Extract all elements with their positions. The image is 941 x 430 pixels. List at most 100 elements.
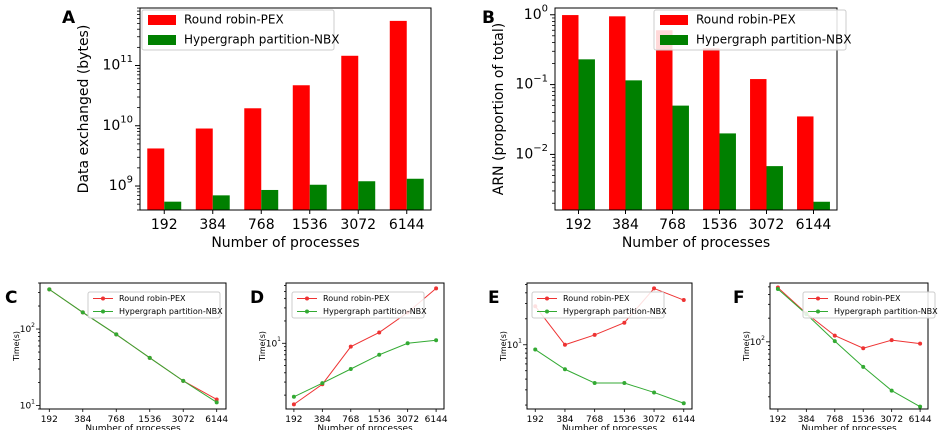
y-tick-label: 1011 — [102, 54, 133, 73]
point-hypergraph — [775, 286, 780, 291]
bar-round-robin — [389, 20, 407, 210]
legend-item: Hypergraph partition-NBX — [297, 307, 427, 316]
point-hypergraph — [681, 401, 686, 406]
legend-box — [141, 9, 335, 51]
legend-item: Round robin-PEX — [660, 13, 796, 27]
legend-label: Round robin-PEX — [696, 13, 796, 27]
axes-frame — [769, 282, 929, 410]
bar-hypergraph — [358, 181, 376, 210]
legend-item: Round robin-PEX — [93, 294, 186, 303]
bar-hypergraph — [719, 133, 736, 210]
legend-item: Round robin-PEX — [808, 294, 901, 303]
bar-hypergraph — [406, 178, 424, 210]
legend-item: Hypergraph partition-NBX — [93, 307, 223, 316]
legend-label: Hypergraph partition-NBX — [834, 307, 938, 316]
x-tick-label: 768 — [248, 217, 275, 233]
point-round-robin — [861, 346, 866, 351]
bar-round-robin — [292, 85, 310, 210]
panel-letter: C — [5, 288, 17, 308]
x-tick-label: 6144 — [796, 217, 832, 233]
y-tick-label: 101 — [507, 337, 522, 350]
bar-round-robin — [750, 79, 767, 210]
legend-label: Round robin-PEX — [323, 294, 390, 303]
point-hypergraph — [652, 390, 657, 395]
bar-round-robin — [703, 48, 720, 211]
x-tick-label: 192 — [41, 415, 58, 425]
x-tick-label: 1536 — [852, 415, 875, 425]
x-tick-label: 1536 — [613, 415, 636, 425]
bar-round-robin — [609, 16, 626, 210]
bar-round-robin — [195, 128, 213, 210]
point-hypergraph — [405, 341, 410, 346]
x-tick-label: 1536 — [702, 217, 738, 233]
bar-hypergraph — [309, 184, 327, 210]
legend-marker — [305, 309, 309, 314]
point-round-robin — [652, 286, 657, 291]
x-tick-label: 6144 — [389, 217, 425, 233]
point-round-robin — [832, 333, 837, 338]
point-hypergraph — [214, 400, 219, 405]
x-tick-label: 768 — [826, 415, 843, 425]
chart-panel-D: D 192 384 768 1536 3072 6144 101 Number of proce… — [250, 282, 448, 430]
series-line-hypergraph — [293, 339, 437, 398]
legend-marker — [305, 296, 309, 301]
y-axis-label: Data exchanged (bytes) — [76, 25, 92, 194]
point-hypergraph — [147, 355, 152, 360]
point-hypergraph — [622, 381, 627, 386]
legend-item: Hypergraph partition-NBX — [537, 307, 667, 316]
point-hypergraph — [181, 378, 186, 383]
x-tick-label: 384 — [798, 415, 815, 425]
point-round-robin — [562, 342, 567, 347]
y-tick-label: 109 — [109, 175, 133, 194]
point-hypergraph — [47, 287, 52, 292]
legend-box — [531, 291, 665, 319]
panel-letter: F — [733, 288, 745, 308]
legend-swatch — [660, 15, 688, 25]
x-axis-label: Number of processes — [211, 235, 359, 251]
axes-frame — [285, 282, 445, 410]
bar-round-robin — [147, 148, 165, 210]
panel-letter: D — [250, 288, 264, 308]
x-tick-label: 1536 — [138, 415, 161, 425]
x-tick-label: 192 — [527, 415, 544, 425]
axes-frame — [554, 7, 838, 211]
legend-marker — [545, 296, 549, 301]
point-hypergraph — [377, 352, 382, 357]
legend: Round robin-PEX Hypergraph partition-NBX — [141, 9, 339, 51]
y-tick-label: 1010 — [102, 114, 133, 133]
x-tick-label: 768 — [659, 217, 686, 233]
point-round-robin — [889, 338, 894, 343]
x-tick-label: 384 — [556, 415, 573, 425]
bar-hypergraph — [212, 195, 230, 210]
y-axis-label: ARN (proportion of total) — [491, 23, 507, 195]
bar-round-robin — [656, 30, 673, 211]
x-tick-label: 3072 — [880, 415, 903, 425]
point-round-robin — [348, 344, 353, 349]
y-tick-label: 101 — [266, 336, 281, 349]
x-tick-label: 768 — [586, 415, 603, 425]
legend-box — [802, 291, 936, 319]
legend-marker — [101, 309, 105, 314]
series-line-hypergraph — [49, 288, 217, 403]
point-hypergraph — [832, 339, 837, 344]
x-tick-label: 192 — [769, 415, 786, 425]
x-tick-label: 1536 — [368, 415, 391, 425]
legend: Round robin-PEX Hypergraph partition-NBX — [802, 291, 938, 319]
x-axis-label: Number of processes — [562, 424, 658, 430]
panel-letter: B — [482, 8, 495, 28]
axes-frame — [526, 282, 693, 410]
y-axis-label: Time(s) — [499, 331, 508, 362]
axes-frame — [139, 7, 432, 211]
x-tick-label: 192 — [565, 217, 592, 233]
y-tick-label: 102 — [750, 334, 765, 347]
chart-panel-A: A 192 384 768 1536 3072 6144 109 1010 1011 Number … — [62, 7, 432, 251]
legend-swatch — [660, 35, 688, 45]
y-axis-label: Time(s) — [742, 331, 751, 362]
x-tick-label: 768 — [108, 415, 125, 425]
legend-label: Round robin-PEX — [834, 294, 901, 303]
y-tick-label: 102 — [20, 321, 35, 334]
legend: Round robin-PEX Hypergraph partition-NBX — [291, 291, 427, 319]
x-tick-label: 3072 — [340, 217, 376, 233]
y-tick-label: 10−2 — [515, 143, 548, 162]
legend-item: Hypergraph partition-NBX — [660, 33, 851, 47]
